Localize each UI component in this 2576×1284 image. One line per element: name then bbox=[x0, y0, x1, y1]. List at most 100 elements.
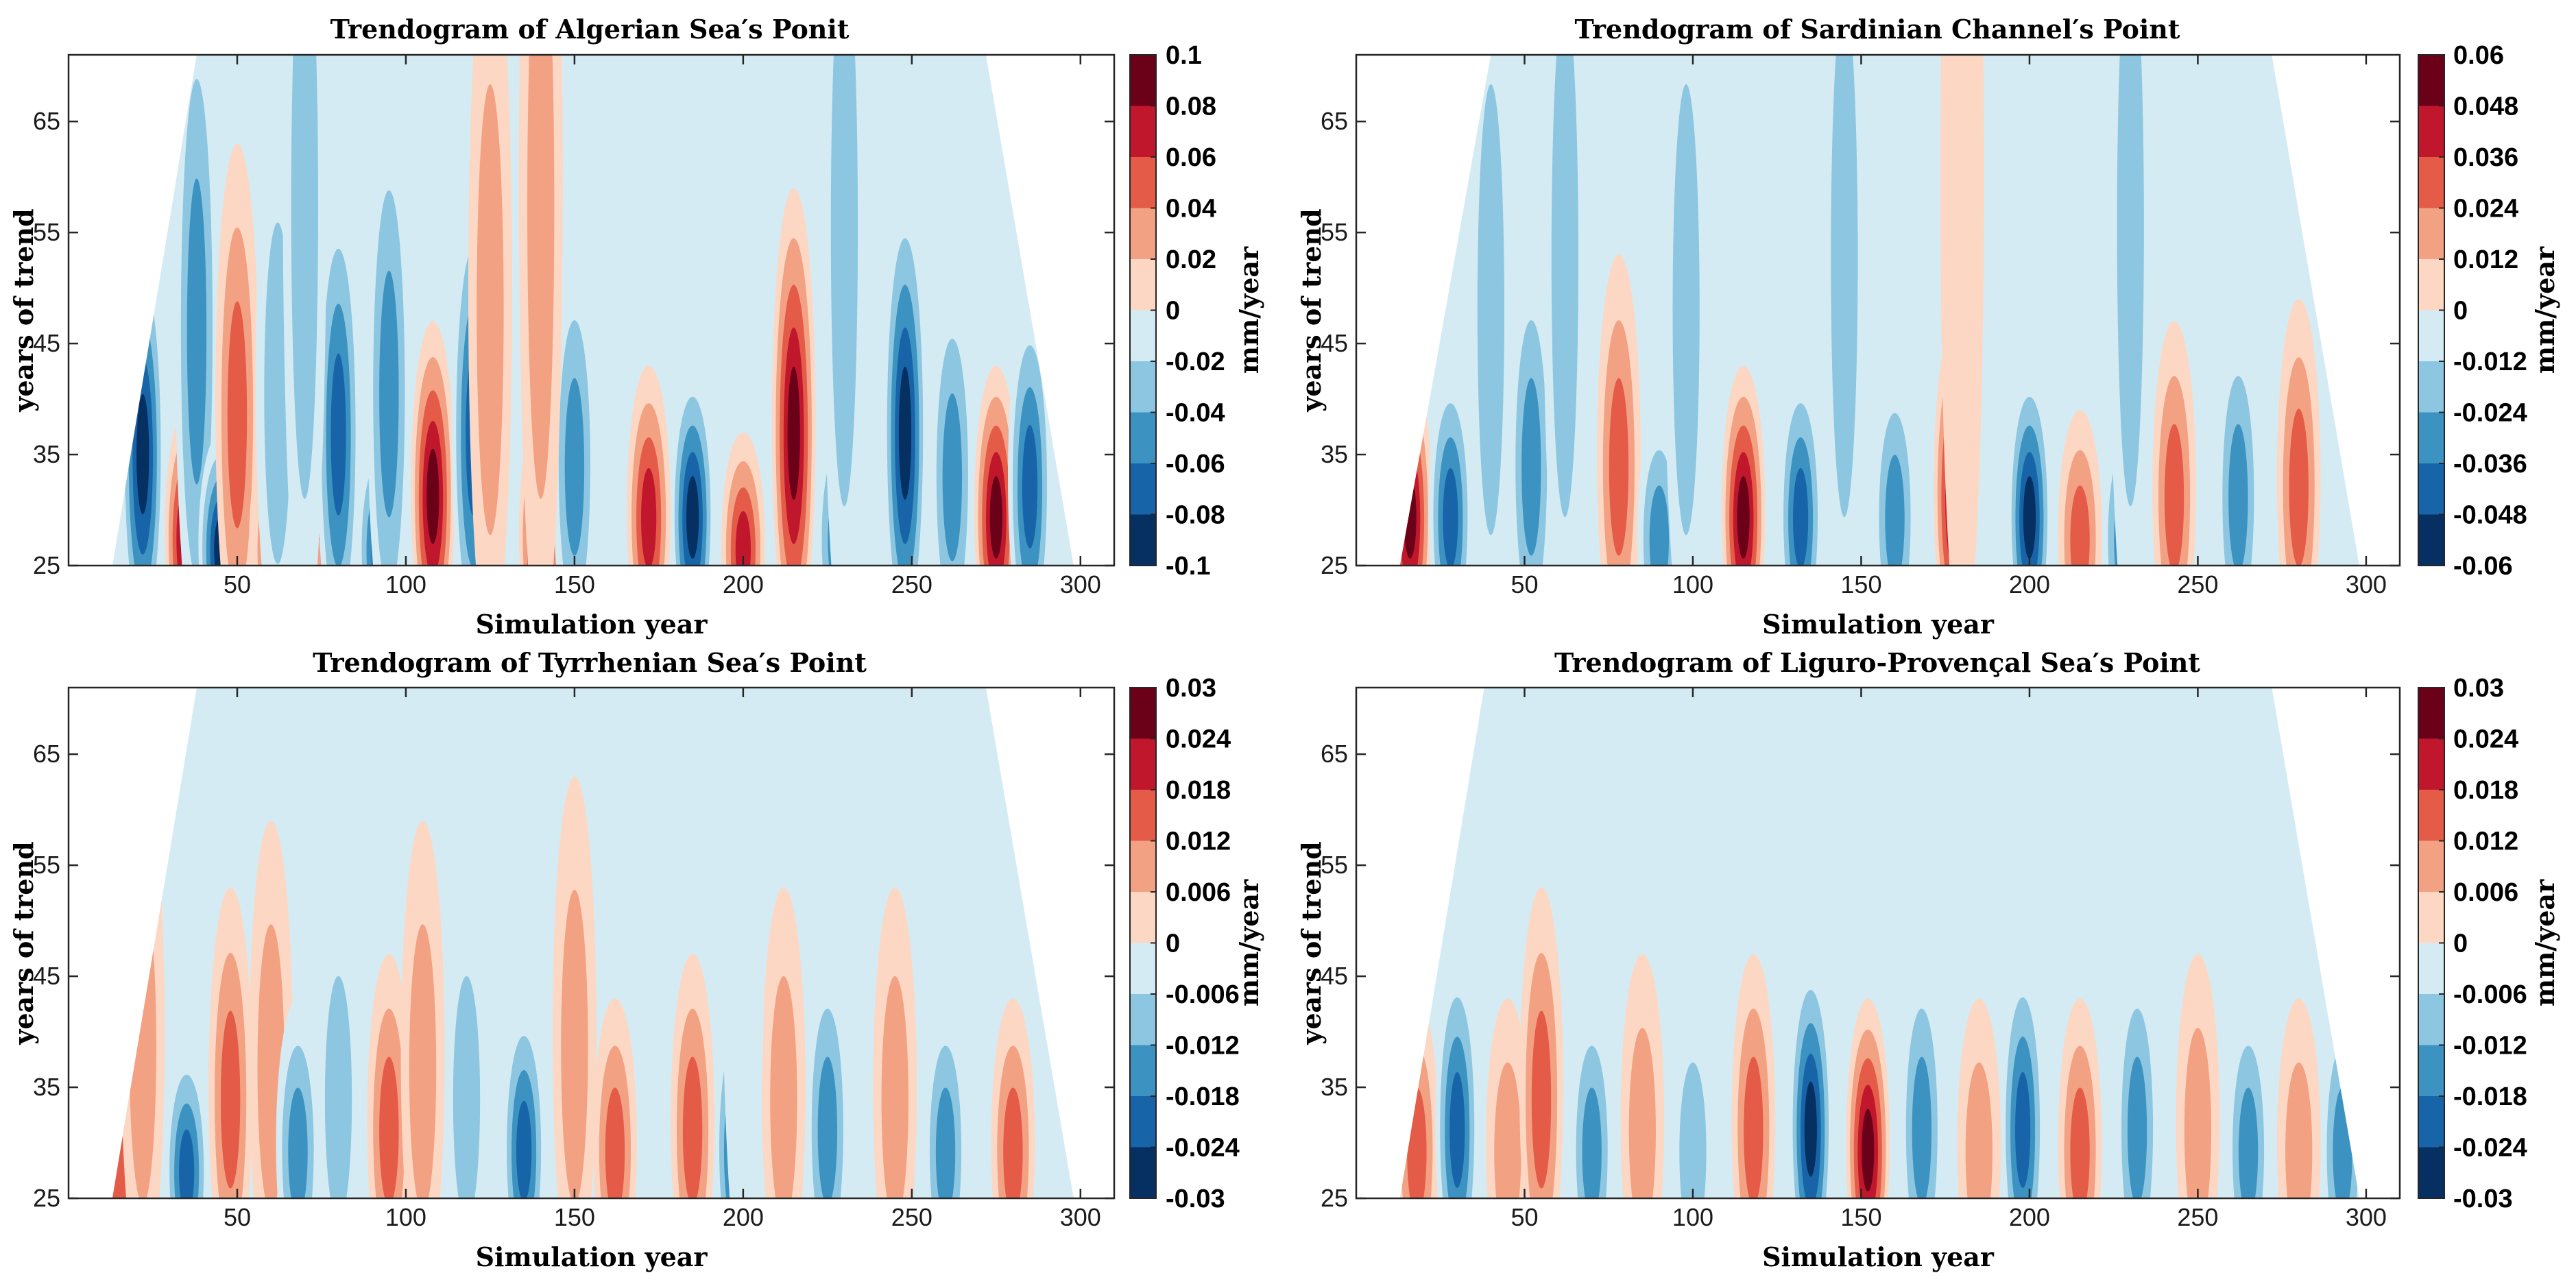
contour-level bbox=[2070, 485, 2090, 566]
y-tick-label: 45 bbox=[33, 329, 60, 357]
colorbar-swatch bbox=[1130, 994, 1156, 1045]
y-axis-label: years of trend bbox=[1296, 208, 1327, 412]
colorbar-swatch bbox=[2418, 790, 2444, 841]
contour-level bbox=[2015, 1071, 2031, 1188]
contour-feature bbox=[444, 887, 489, 1198]
x-tick-label: 50 bbox=[1510, 570, 1538, 598]
colorbar-swatch bbox=[2418, 361, 2444, 413]
contour-feature bbox=[1428, 365, 1473, 566]
contour-feature bbox=[1543, 55, 1587, 566]
y-tick-label: 25 bbox=[1321, 551, 1348, 579]
x-axis-label: Simulation year bbox=[1762, 609, 1995, 640]
colorbar: 0.03 0.024 0.018 0.012 0.006 0 -0.006 -0.012 -0.… bbox=[2418, 674, 2560, 1213]
colorbar-tick-label: 0.018 bbox=[1166, 776, 1231, 805]
colorbar-tick-label: 0.08 bbox=[1166, 93, 1216, 121]
contour-feature bbox=[930, 276, 974, 566]
y-tick-label: 35 bbox=[33, 1073, 60, 1101]
contour-feature bbox=[592, 998, 637, 1198]
colorbar-tick-label: -0.012 bbox=[1166, 1032, 1240, 1061]
contour-level bbox=[1609, 378, 1629, 556]
contour-level bbox=[1477, 84, 1505, 535]
panel-title: Trendogram of Liguro-Provençal Sea′s Poi… bbox=[1554, 647, 2200, 678]
y-tick-label: 65 bbox=[33, 107, 60, 135]
panel-algerian-sea: 50 100 150 200 250 300 25 35 45 55 65 Trendogram of… bbox=[8, 14, 1264, 640]
y-tick-label: 55 bbox=[33, 218, 60, 246]
contour-feature bbox=[883, 188, 927, 566]
y-tick-label: 65 bbox=[1321, 107, 1348, 135]
x-tick-label: 250 bbox=[2177, 1203, 2218, 1231]
colorbar: 0.03 0.024 0.018 0.012 0.006 0 -0.006 -0.012 -0.… bbox=[1129, 674, 1264, 1213]
contour-feature bbox=[771, 188, 816, 566]
colorbar-swatch bbox=[1130, 55, 1156, 106]
contour-feature bbox=[1620, 954, 1665, 1198]
y-tick-label: 25 bbox=[1321, 1184, 1348, 1212]
colorbar-swatch bbox=[2418, 310, 2444, 362]
contour-feature bbox=[400, 821, 445, 1198]
colorbar-tick-label: 0.012 bbox=[2453, 245, 2518, 274]
y-tick-label: 55 bbox=[1321, 851, 1348, 879]
contour-level bbox=[2228, 424, 2248, 566]
colorbar-label: mm/year bbox=[2529, 246, 2560, 374]
colorbar-tick-label: 0 bbox=[1166, 930, 1180, 958]
x-tick-label: 200 bbox=[723, 570, 764, 598]
y-tick-label: 45 bbox=[1321, 329, 1348, 357]
colorbar-tick-label: 0 bbox=[2453, 930, 2468, 958]
contour-feature bbox=[215, 143, 259, 566]
contour-level bbox=[605, 1087, 625, 1198]
contour-level bbox=[721, 688, 765, 1198]
x-tick-label: 150 bbox=[1840, 570, 1881, 598]
colorbar-tick-label: 0.03 bbox=[1166, 674, 1216, 703]
contour-level bbox=[2127, 1056, 2147, 1198]
contour-feature bbox=[552, 776, 597, 1198]
colorbar-tick-label: 0.02 bbox=[1166, 245, 1216, 274]
contour-feature bbox=[2058, 410, 2102, 566]
contour-feature bbox=[208, 887, 253, 1198]
y-tick-label: 25 bbox=[33, 551, 60, 579]
colorbar-swatch bbox=[1130, 1045, 1156, 1097]
contour-feature bbox=[468, 55, 512, 566]
colorbar-tick-label: -0.018 bbox=[2453, 1082, 2527, 1111]
colorbar-swatch bbox=[2418, 688, 2444, 739]
y-tick-label: 35 bbox=[1321, 440, 1348, 468]
contour-feature bbox=[2115, 954, 2159, 1198]
colorbar-tick-label: 0.03 bbox=[2453, 674, 2504, 703]
contour-level bbox=[1792, 468, 1809, 566]
contour-level bbox=[564, 378, 585, 556]
contour-feature bbox=[2152, 321, 2196, 566]
contour-feature bbox=[1873, 365, 1917, 566]
contour-feature bbox=[2176, 954, 2220, 1198]
contour-feature bbox=[671, 954, 715, 1198]
y-tick-label: 55 bbox=[1321, 218, 1348, 246]
colorbar-tick-label: 0 bbox=[2453, 297, 2468, 326]
contour-feature bbox=[316, 887, 361, 1198]
contour-feature bbox=[627, 365, 671, 566]
colorbar-tick-label: -0.06 bbox=[2453, 552, 2513, 581]
colorbar-swatch bbox=[1130, 1147, 1156, 1199]
contour-feature bbox=[924, 998, 968, 1198]
contour-level bbox=[1628, 1028, 1656, 1198]
contour-level bbox=[1965, 1062, 1993, 1198]
contour-field bbox=[112, 688, 1074, 1198]
colorbar-swatch bbox=[2418, 259, 2444, 311]
contour-feature bbox=[1846, 998, 1890, 1198]
panel-sardinian-channel: 50 100 150 200 250 300 25 35 45 55 65 Trendogram of… bbox=[1296, 14, 2560, 640]
colorbar-tick-label: 0.024 bbox=[1166, 725, 1231, 754]
contour-level bbox=[288, 1087, 308, 1198]
contour-feature bbox=[1788, 954, 1833, 1198]
contour-feature bbox=[1664, 55, 1709, 566]
colorbar-swatch bbox=[1130, 157, 1156, 208]
x-tick-label: 300 bbox=[1060, 570, 1101, 598]
contour-level bbox=[1494, 1062, 1521, 1198]
colorbar-tick-label: -0.04 bbox=[1166, 399, 1225, 428]
contour-level bbox=[2117, 55, 2144, 507]
colorbar-tick-label: 0.036 bbox=[2453, 143, 2518, 172]
x-tick-label: 100 bbox=[1672, 1203, 1713, 1231]
colorbar-tick-label: -0.03 bbox=[2453, 1185, 2513, 1213]
colorbar-tick-label: -0.018 bbox=[1166, 1082, 1240, 1111]
contour-level bbox=[1940, 55, 1984, 566]
contour-feature bbox=[1519, 887, 1563, 1198]
axes-frame bbox=[1355, 686, 2401, 1200]
y-tick-label: 35 bbox=[33, 440, 60, 468]
contour-feature bbox=[1957, 998, 2001, 1198]
